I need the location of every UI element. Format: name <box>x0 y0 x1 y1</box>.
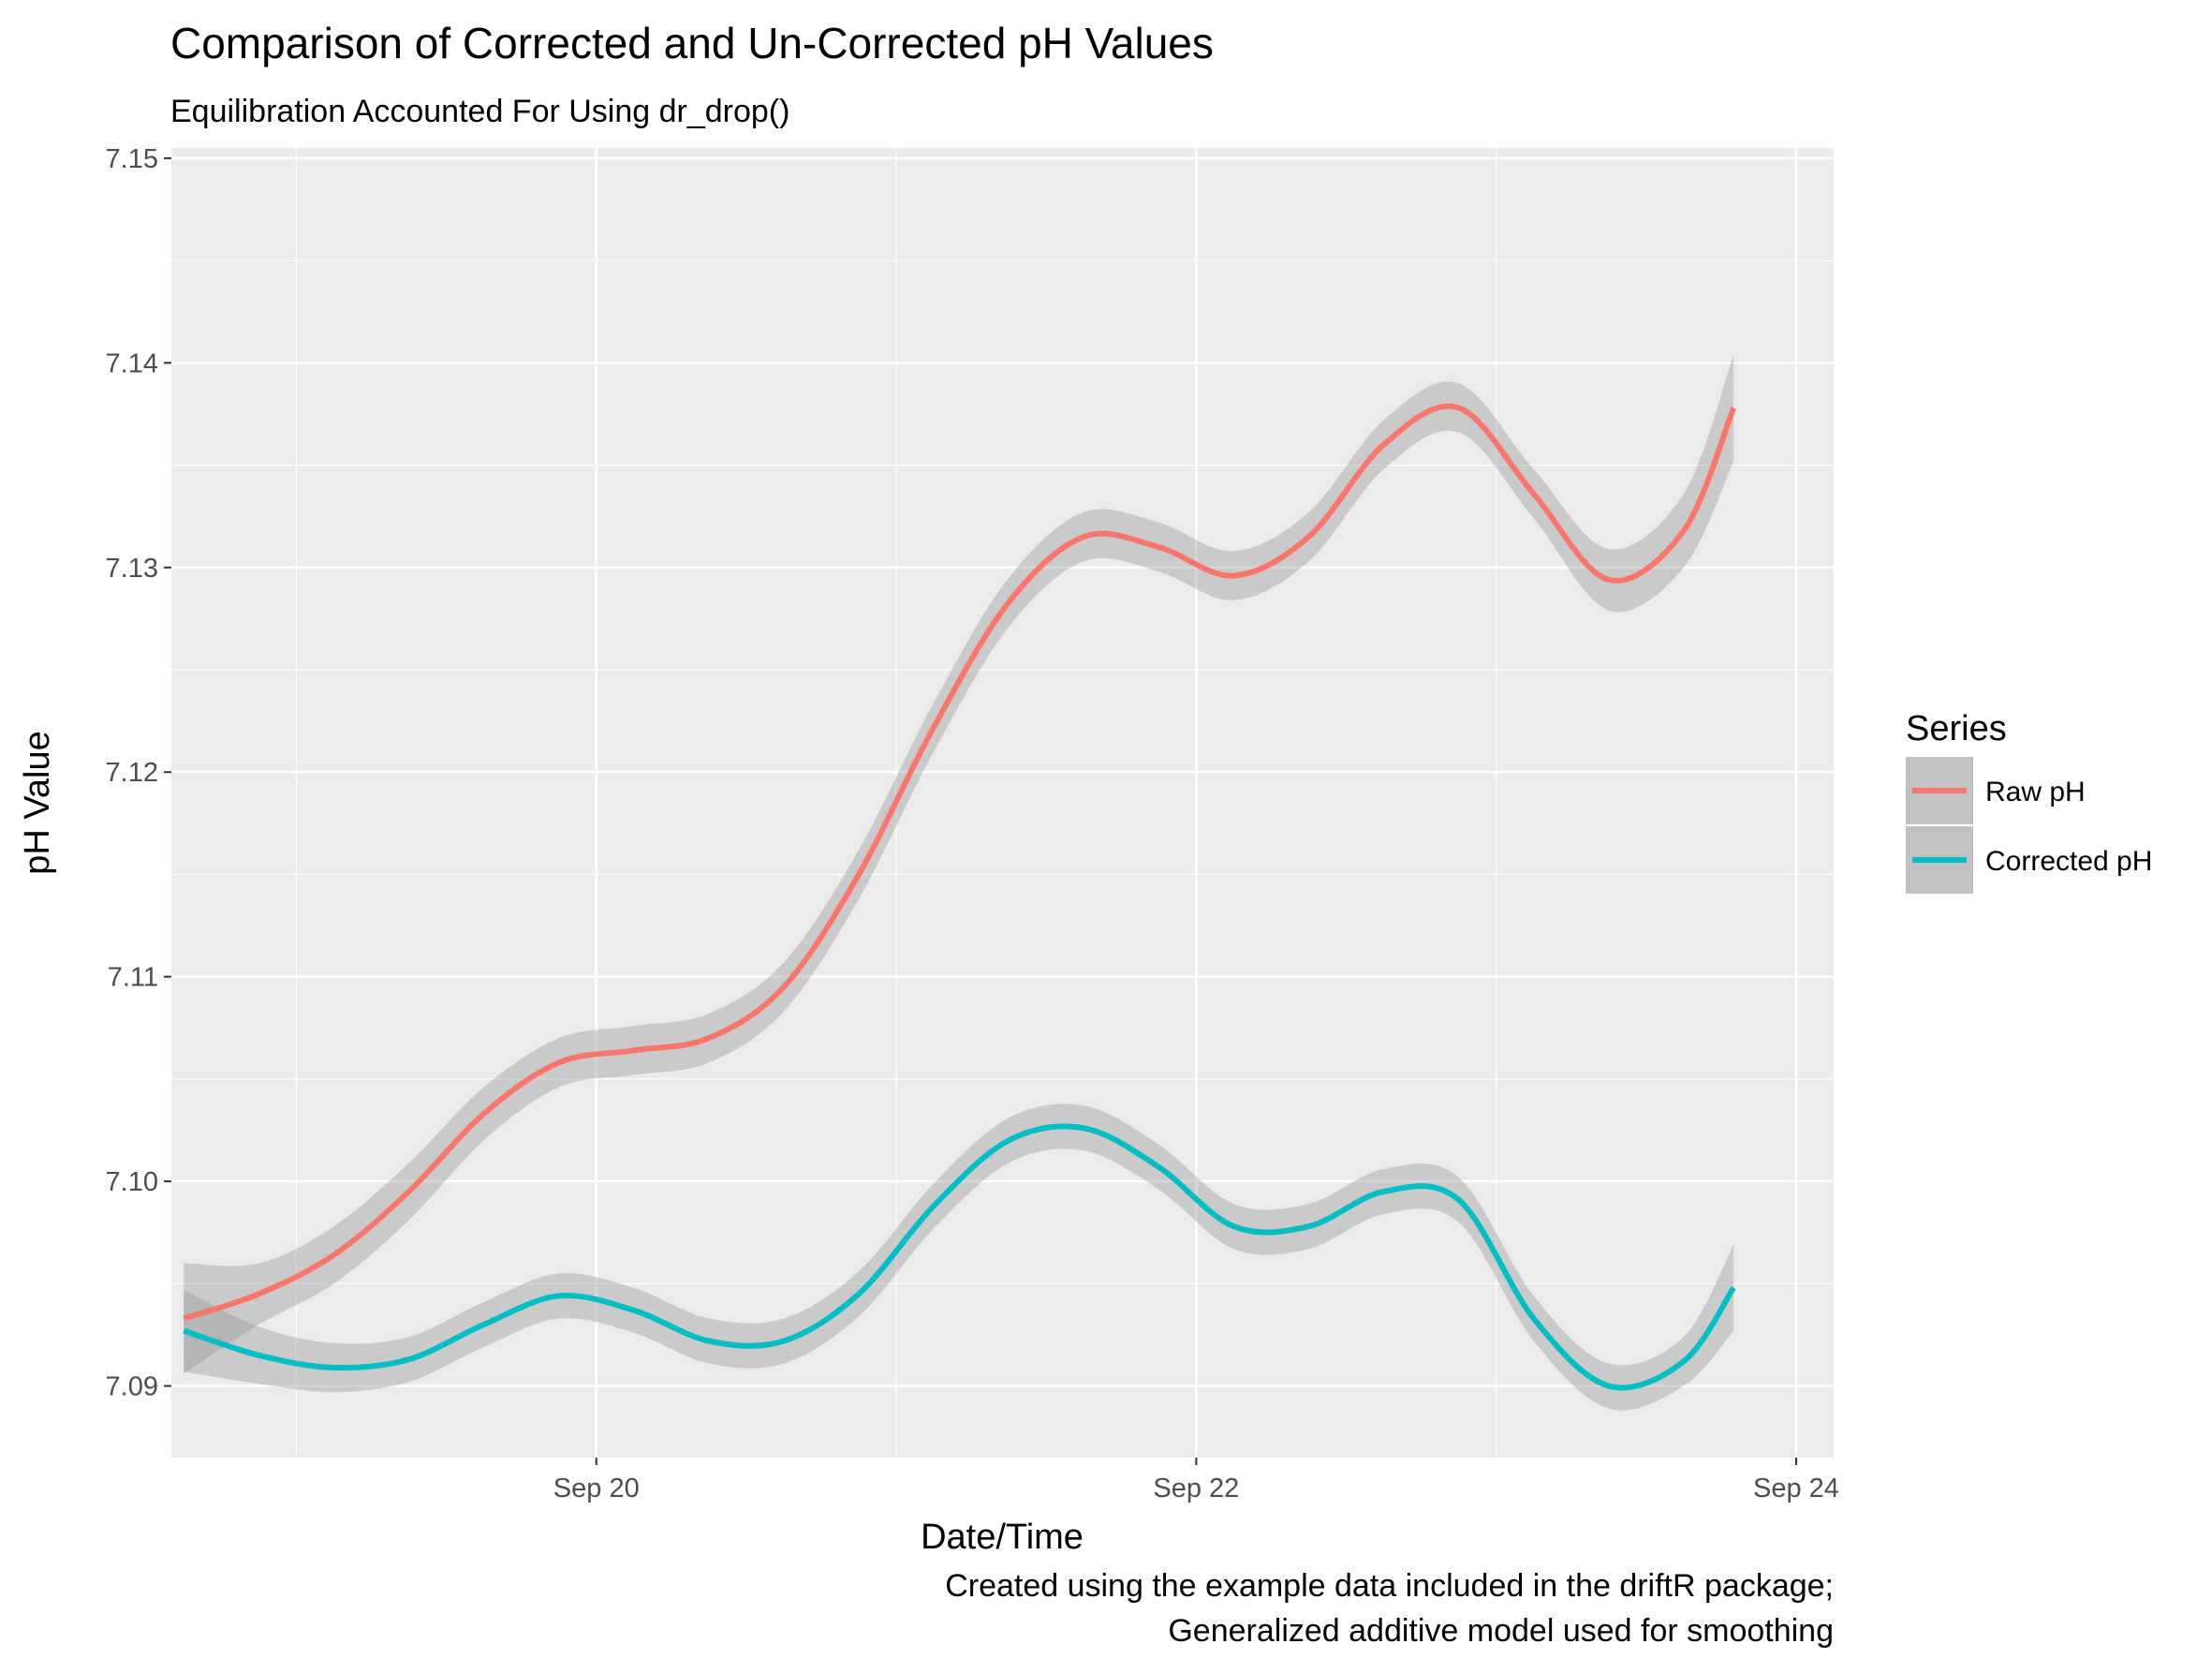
series-lines <box>183 403 1736 1391</box>
legend-label: Corrected pH <box>1985 846 2152 877</box>
legend-title: Series <box>1906 709 2007 748</box>
x-tick-label: Sep 20 <box>553 1474 640 1503</box>
x-tick-label: Sep 22 <box>1153 1474 1239 1503</box>
confidence-bands <box>184 354 1734 1411</box>
y-tick-label: 7.14 <box>106 348 158 378</box>
x-tick-label: Sep 24 <box>1753 1474 1839 1503</box>
plot-panel <box>171 148 1834 1458</box>
y-tick-label: 7.12 <box>106 758 158 788</box>
y-tick-label: 7.10 <box>106 1167 158 1197</box>
confidence-band-corrected <box>184 1104 1734 1411</box>
legend: Series Raw pH Corrected pH <box>1906 709 2152 894</box>
series-line-raw <box>183 403 1736 1322</box>
y-tick-label: 7.13 <box>106 554 158 584</box>
y-tick-label: 7.11 <box>108 963 158 993</box>
x-axis: Sep 20 Sep 22 Sep 24 <box>553 1458 1839 1503</box>
x-axis-title: Date/Time <box>921 1518 1084 1557</box>
y-tick-label: 7.15 <box>106 144 158 174</box>
chart-subtitle: Equilibration Accounted For Using dr_dro… <box>170 94 789 129</box>
minor-gridlines <box>171 148 1834 1458</box>
chart-title: Comparison of Corrected and Un-Corrected… <box>170 19 1214 67</box>
major-gridlines <box>171 148 1834 1458</box>
legend-items: Raw pH Corrected pH <box>1906 757 2152 894</box>
series-line-corrected <box>183 1123 1736 1391</box>
y-axis-title: pH Value <box>18 731 57 875</box>
confidence-band-raw <box>184 354 1734 1374</box>
legend-label: Raw pH <box>1985 777 2086 807</box>
caption-line-1: Created using the example data included … <box>945 1568 1834 1604</box>
y-axis: 7.09 7.10 7.11 7.12 7.13 7.14 7.15 <box>106 144 171 1402</box>
caption-line-2: Generalized additive model used for smoo… <box>1168 1613 1834 1649</box>
y-tick-label: 7.09 <box>106 1372 158 1402</box>
